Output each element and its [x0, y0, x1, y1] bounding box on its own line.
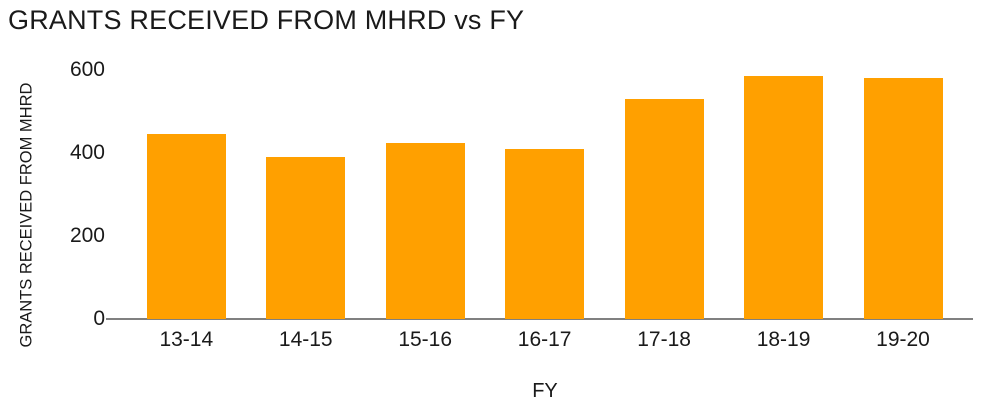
x-tick-label: 16-17: [517, 328, 572, 351]
bar-15-16: [385, 143, 465, 319]
bar-16-17: [505, 149, 585, 319]
x-tick-label: 19-20: [876, 328, 930, 351]
bar-17-18: [624, 99, 704, 319]
y-tick-label: 200: [69, 224, 105, 247]
bar-13-14: [146, 134, 226, 319]
x-tick-label: 17-18: [637, 328, 691, 351]
x-axis-title: FY: [532, 380, 558, 402]
x-tick-label: 15-16: [398, 328, 453, 351]
y-tick-label: 600: [69, 58, 105, 81]
x-axis-line: [106, 318, 973, 320]
bar-19-20: [863, 78, 943, 319]
y-tick-label: 0: [93, 307, 105, 330]
bar-14-15: [266, 157, 346, 319]
bar-18-19: [744, 76, 824, 319]
x-tick-label: 18-19: [756, 328, 811, 351]
y-tick-label: 400: [69, 141, 105, 164]
x-tick-label: 14-15: [278, 328, 333, 351]
x-tick-label: 13-14: [159, 328, 214, 351]
chart-title: GRANTS RECEIVED FROM MHRD vs FY: [8, 5, 525, 35]
